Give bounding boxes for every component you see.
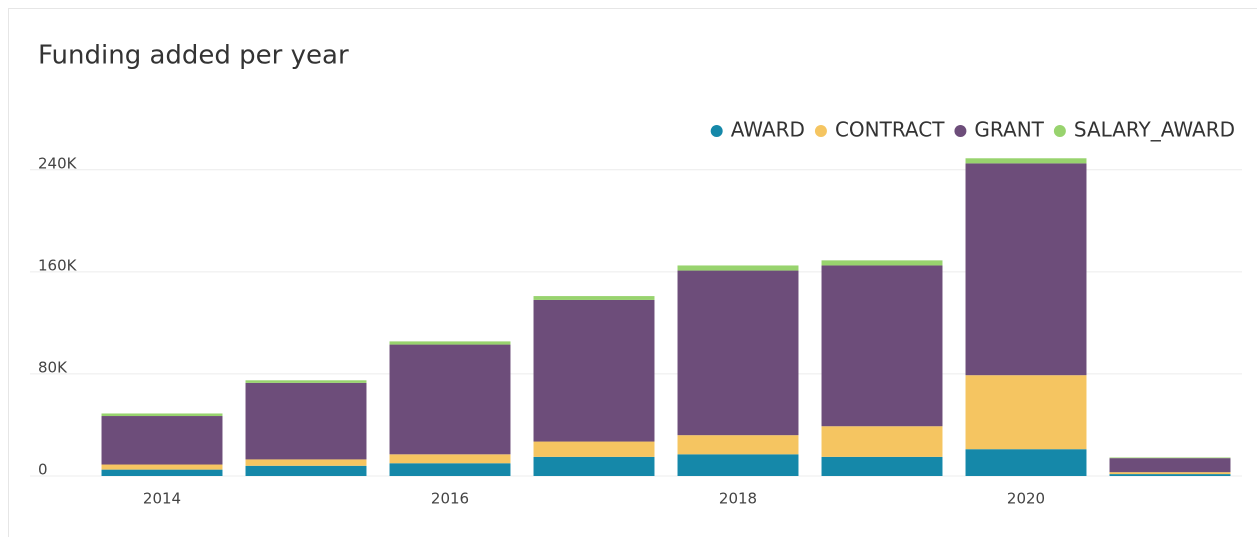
x-tick-label: 2018 bbox=[719, 490, 757, 508]
bar-segment bbox=[1109, 457, 1231, 459]
bar-segment bbox=[677, 454, 799, 476]
bar-segment bbox=[533, 441, 655, 457]
bar-segment bbox=[821, 456, 943, 476]
bar-segment bbox=[1109, 472, 1231, 475]
bar-segment bbox=[965, 449, 1087, 476]
y-tick-label: 160K bbox=[38, 256, 78, 274]
bar-segment bbox=[245, 459, 367, 466]
bar-segment bbox=[677, 270, 799, 436]
bar-segment bbox=[533, 456, 655, 476]
bar-segment bbox=[677, 435, 799, 455]
legend-swatch bbox=[710, 125, 723, 137]
bar-segment bbox=[245, 380, 367, 383]
bar-segment bbox=[245, 465, 367, 476]
x-tick-label: 2016 bbox=[431, 490, 469, 508]
legend-swatch bbox=[1053, 125, 1066, 137]
y-tick-label: 0 bbox=[38, 461, 48, 479]
x-tick-label: 2020 bbox=[1007, 490, 1045, 508]
legend-label: SALARY_AWARD bbox=[1074, 118, 1235, 142]
bar-segment bbox=[1109, 474, 1231, 476]
bar-segment bbox=[389, 454, 511, 464]
bar-segment bbox=[821, 426, 943, 457]
legend-swatch bbox=[814, 125, 827, 137]
bar-segment bbox=[389, 341, 511, 345]
bar-segment bbox=[821, 265, 943, 427]
bar-segment bbox=[245, 382, 367, 460]
bar-segment bbox=[533, 299, 655, 442]
bar-segment bbox=[965, 375, 1087, 450]
bar-segment bbox=[821, 260, 943, 266]
legend-swatch bbox=[954, 125, 967, 137]
bar-segment bbox=[389, 344, 511, 455]
bar-segment bbox=[101, 413, 223, 417]
bar-segment bbox=[965, 158, 1087, 164]
legend-label: CONTRACT bbox=[835, 118, 945, 142]
chart-title: Funding added per year bbox=[38, 41, 349, 71]
bar-segment bbox=[389, 463, 511, 476]
x-tick-label: 2014 bbox=[143, 490, 181, 508]
legend-label: AWARD bbox=[731, 118, 805, 142]
bar-segment bbox=[965, 163, 1087, 376]
bar-segment bbox=[1109, 458, 1231, 473]
bar-segment bbox=[101, 416, 223, 465]
bar-segment bbox=[677, 265, 799, 271]
y-tick-label: 240K bbox=[38, 154, 78, 172]
bar-segment bbox=[533, 296, 655, 300]
bar-segment bbox=[101, 469, 223, 476]
y-tick-label: 80K bbox=[38, 358, 68, 376]
bar-segment bbox=[101, 464, 223, 470]
legend-label: GRANT bbox=[974, 118, 1044, 142]
